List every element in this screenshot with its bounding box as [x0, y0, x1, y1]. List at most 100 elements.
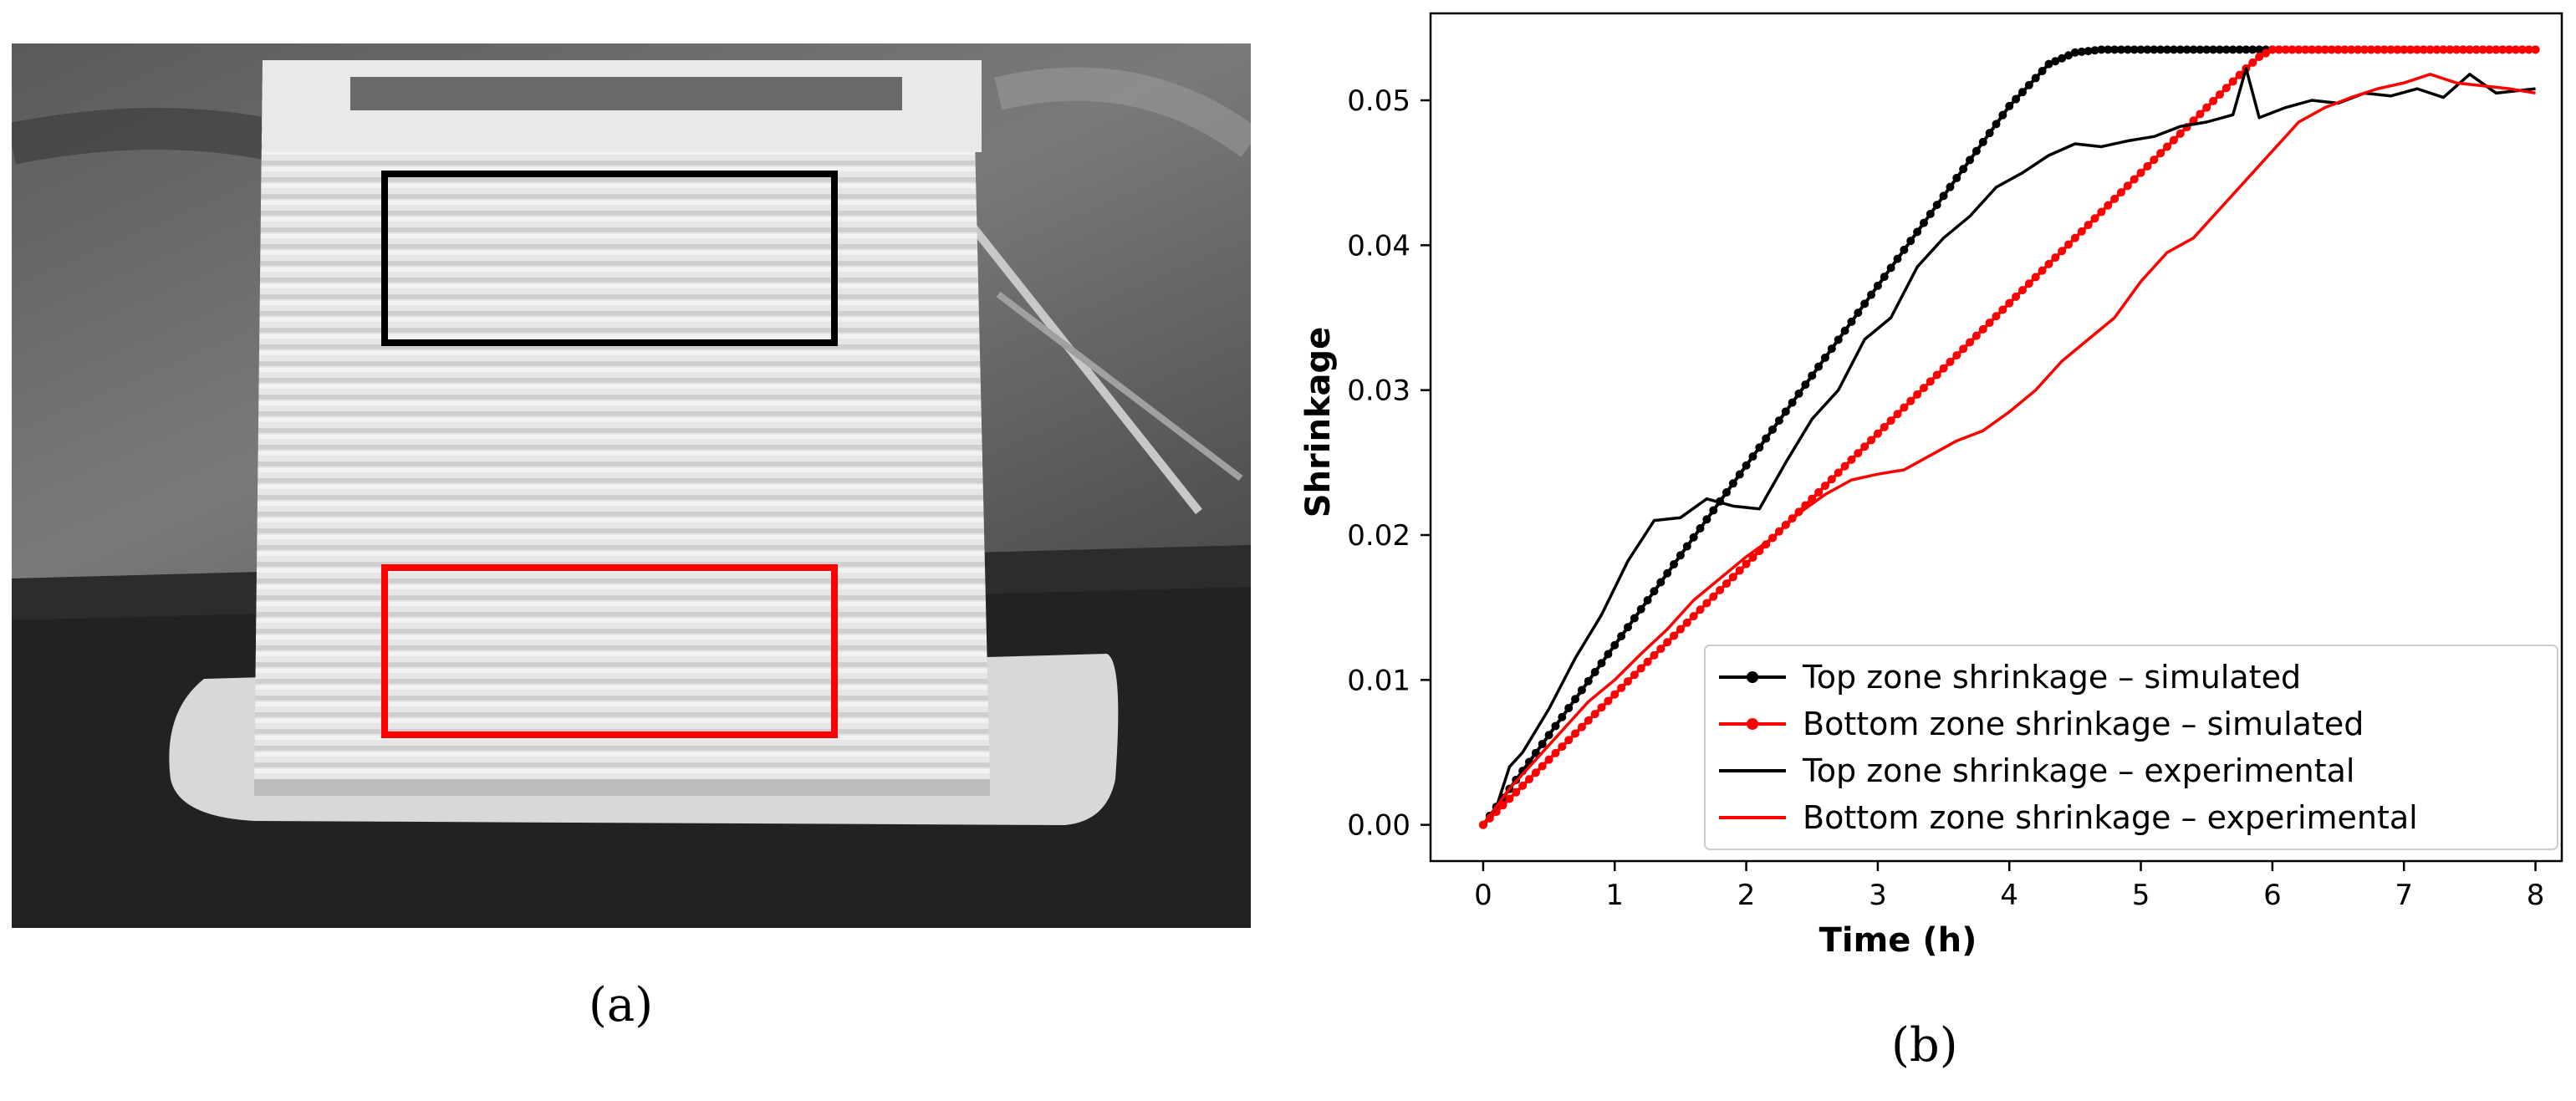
series-point-1 — [1926, 377, 1935, 386]
series-point-0 — [1538, 739, 1547, 748]
series-point-1 — [1716, 585, 1725, 594]
series-point-0 — [1656, 578, 1665, 587]
series-point-1 — [2288, 45, 2297, 54]
series-point-0 — [1972, 146, 1981, 155]
series-point-0 — [1906, 237, 1915, 246]
series-point-1 — [2471, 45, 2481, 54]
series-point-0 — [2136, 45, 2145, 54]
series-point-0 — [2005, 101, 2014, 110]
series-point-0 — [2215, 45, 2224, 54]
caption-a: (a) — [589, 978, 654, 1032]
series-point-0 — [2221, 45, 2231, 54]
series-point-1 — [2077, 227, 2086, 236]
series-point-0 — [1926, 209, 1935, 218]
series-point-1 — [2340, 45, 2349, 54]
series-point-0 — [1696, 524, 1705, 533]
series-point-1 — [1880, 422, 1889, 431]
series-point-1 — [1952, 351, 1961, 360]
series-point-1 — [2176, 129, 2185, 138]
series-point-0 — [1840, 326, 1849, 335]
series-point-1 — [1577, 722, 1586, 731]
series-point-1 — [2104, 201, 2113, 210]
series-point-1 — [2228, 77, 2237, 86]
series-point-0 — [1702, 515, 1711, 524]
series-point-0 — [2242, 45, 2251, 54]
series-point-1 — [2524, 45, 2533, 54]
series-point-0 — [1636, 604, 1645, 614]
series-point-1 — [2517, 45, 2527, 54]
series-point-0 — [1781, 407, 1790, 416]
series-point-0 — [1755, 443, 1764, 452]
series-point-1 — [1913, 390, 1922, 399]
y-tick-label: 0.03 — [1347, 375, 1410, 408]
series-point-0 — [2248, 45, 2257, 54]
series-point-1 — [1670, 631, 1679, 640]
series-point-0 — [2156, 45, 2165, 54]
series-point-0 — [2084, 47, 2093, 56]
series-point-1 — [1682, 618, 1691, 627]
series-point-1 — [2044, 259, 2053, 268]
series-point-1 — [1551, 748, 1560, 757]
series-point-1 — [1636, 664, 1645, 673]
series-point-0 — [1959, 165, 1968, 174]
series-point-0 — [1774, 416, 1783, 426]
series-point-0 — [1748, 452, 1757, 461]
series-point-1 — [2058, 247, 2067, 256]
series-point-1 — [1886, 416, 1895, 426]
series-point-0 — [2169, 45, 2178, 54]
series-point-1 — [1564, 736, 1574, 745]
series-point-0 — [1722, 488, 1731, 497]
series-point-0 — [2143, 45, 2152, 54]
series-point-0 — [1564, 703, 1574, 712]
series-point-1 — [2301, 45, 2310, 54]
series-point-0 — [1893, 254, 1902, 263]
series-point-1 — [1650, 650, 1659, 660]
legend: Top zone shrinkage – simulated Bottom zon… — [1704, 645, 2558, 850]
series-point-0 — [1939, 191, 1948, 201]
series-point-1 — [1735, 566, 1744, 575]
x-tick-label: 5 — [2132, 879, 2150, 912]
series-point-1 — [2320, 45, 2329, 54]
series-point-0 — [1794, 389, 1803, 398]
series-point-1 — [1966, 338, 1975, 347]
y-axis-title: Shrinkage — [1299, 327, 1338, 518]
series-point-1 — [1584, 716, 1593, 725]
series-point-1 — [1538, 762, 1547, 771]
series-point-1 — [2386, 45, 2395, 54]
series-point-1 — [2446, 45, 2455, 54]
series-point-0 — [1932, 201, 1941, 210]
series-point-1 — [2255, 53, 2264, 61]
series-point-1 — [2380, 45, 2389, 54]
series-point-1 — [2012, 292, 2021, 301]
series-point-1 — [2432, 45, 2441, 54]
plot-frame — [1429, 12, 2563, 863]
series-point-1 — [1663, 638, 1672, 647]
series-point-1 — [1985, 319, 1994, 328]
series-point-1 — [2084, 221, 2093, 230]
series-point-1 — [1630, 670, 1639, 680]
series-point-1 — [1518, 781, 1528, 790]
series-point-0 — [1762, 434, 1771, 443]
series-point-1 — [2064, 240, 2074, 249]
series-point-0 — [2150, 45, 2159, 54]
series-point-0 — [1623, 623, 1632, 632]
series-point-0 — [2202, 45, 2211, 54]
series-point-0 — [2228, 45, 2237, 54]
series-point-0 — [1577, 686, 1586, 695]
top-zone-box — [381, 171, 838, 346]
series-point-0 — [1946, 182, 1955, 191]
series-point-1 — [1558, 742, 1567, 752]
series-point-1 — [1498, 801, 1507, 810]
series-point-0 — [1689, 533, 1698, 542]
series-point-0 — [2058, 54, 2067, 63]
series-point-0 — [2189, 45, 2198, 54]
series-point-1 — [1617, 683, 1626, 692]
series-point-1 — [2426, 45, 2435, 54]
series-point-0 — [2077, 47, 2086, 56]
series-point-1 — [2505, 45, 2514, 54]
series-point-1 — [1571, 729, 1580, 738]
series-point-1 — [1992, 312, 2001, 321]
series-point-1 — [2313, 45, 2323, 54]
series-point-0 — [2130, 45, 2139, 54]
series-point-1 — [2070, 233, 2079, 242]
